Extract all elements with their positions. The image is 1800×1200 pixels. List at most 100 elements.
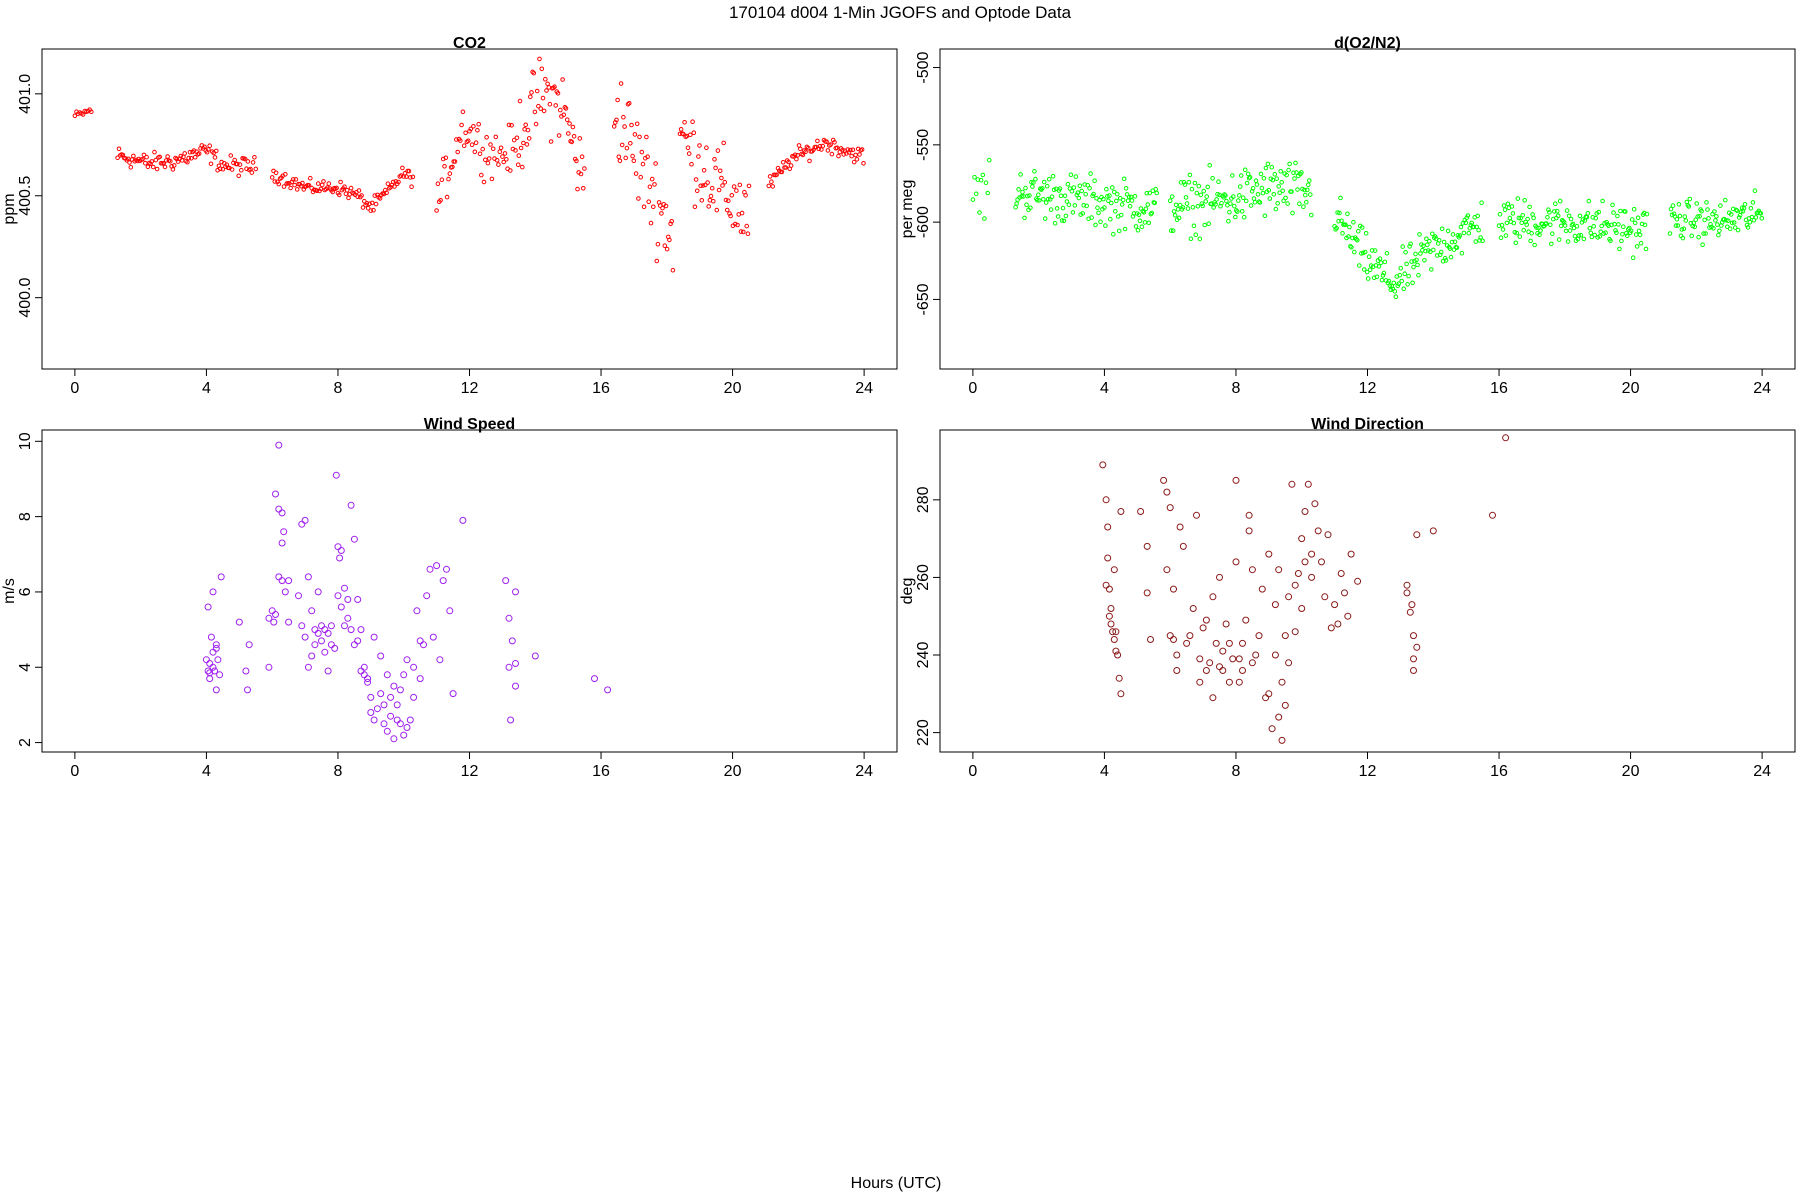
data-point [1700, 242, 1705, 247]
data-point [1505, 201, 1511, 207]
data-point [400, 731, 408, 739]
data-point [1585, 211, 1591, 216]
data-point [545, 81, 550, 87]
x-tick-label: 4 [1100, 763, 1109, 780]
data-point [1170, 228, 1176, 233]
data-point [1338, 195, 1343, 201]
data-point [1504, 220, 1510, 226]
data-point [1137, 508, 1145, 515]
data-point [504, 157, 509, 162]
data-point [1059, 218, 1065, 223]
data-point [714, 207, 720, 213]
data-point [429, 633, 437, 641]
data-point [1141, 210, 1147, 215]
data-point [479, 172, 484, 178]
data-point [544, 88, 549, 93]
data-point [538, 106, 544, 111]
data-point [649, 176, 655, 182]
data-point [1091, 191, 1096, 197]
data-point [350, 535, 358, 543]
data-point [1318, 558, 1325, 566]
data-point [497, 149, 503, 154]
data-point [1229, 655, 1237, 663]
data-point [1052, 220, 1058, 226]
data-point [1416, 272, 1421, 278]
data-point [577, 136, 583, 141]
data-point [1136, 212, 1142, 218]
data-point [1592, 232, 1597, 238]
data-point [1407, 244, 1412, 249]
data-point [235, 161, 240, 167]
data-point [1177, 202, 1183, 208]
data-point [416, 637, 424, 645]
y-tick-label: 400.0 [17, 278, 34, 318]
data-point [1507, 215, 1513, 221]
data-point [1269, 164, 1275, 170]
data-point [1403, 250, 1408, 255]
data-point [380, 720, 388, 728]
data-point [206, 147, 211, 152]
data-point [1247, 175, 1253, 180]
data-point [270, 618, 278, 626]
data-point [1232, 476, 1240, 484]
data-point [1292, 176, 1297, 181]
data-point [1525, 216, 1530, 222]
data-point [1364, 269, 1370, 275]
data-point [1409, 259, 1414, 264]
data-point [512, 588, 519, 596]
data-point [469, 142, 475, 147]
data-point [1283, 195, 1288, 201]
data-point [728, 213, 733, 219]
data-point [1105, 585, 1113, 593]
data-point [449, 690, 457, 698]
data-point [502, 151, 508, 156]
data-point [360, 671, 368, 679]
data-point [162, 164, 168, 170]
data-point [202, 656, 210, 664]
data-point [1553, 201, 1558, 206]
data-point [1366, 254, 1372, 260]
data-point [1058, 193, 1064, 199]
data-point [1068, 172, 1074, 178]
data-point [1271, 192, 1277, 197]
data-point [1408, 601, 1416, 609]
data-point [72, 113, 78, 119]
data-point [1392, 288, 1398, 294]
y-axis-label: ppm [1, 193, 18, 224]
data-point [204, 603, 212, 611]
data-point [1258, 585, 1266, 593]
y-tick-label: -600 [915, 206, 932, 238]
data-point [1043, 200, 1049, 205]
data-point [337, 192, 342, 198]
data-point [393, 701, 401, 709]
data-point [1376, 264, 1382, 269]
data-point [1509, 204, 1515, 209]
data-point [390, 179, 396, 185]
data-point [1588, 230, 1594, 236]
data-point [1398, 266, 1403, 271]
data-point [365, 205, 371, 211]
data-point [1621, 224, 1626, 229]
y-axis-label: m/s [1, 578, 18, 604]
data-point [558, 107, 563, 113]
data-point [1706, 216, 1711, 221]
data-point [1189, 186, 1195, 192]
data-point [1723, 197, 1728, 203]
x-tick-label: 24 [1753, 380, 1771, 397]
data-point [354, 637, 362, 645]
data-point [1284, 172, 1289, 178]
data-point [1110, 185, 1115, 190]
data-point [364, 675, 372, 683]
data-point [420, 641, 427, 649]
data-point [1732, 225, 1738, 230]
data-point [1173, 667, 1181, 674]
data-point [713, 165, 718, 171]
data-point [367, 693, 375, 701]
data-point [1173, 202, 1179, 208]
data-point [696, 154, 701, 159]
data-point [731, 184, 737, 189]
data-point [1194, 190, 1200, 196]
x-axis-ticks: 0 4 8 12 16 20 24 [70, 752, 873, 780]
data-point [347, 501, 355, 509]
data-point [619, 142, 625, 148]
